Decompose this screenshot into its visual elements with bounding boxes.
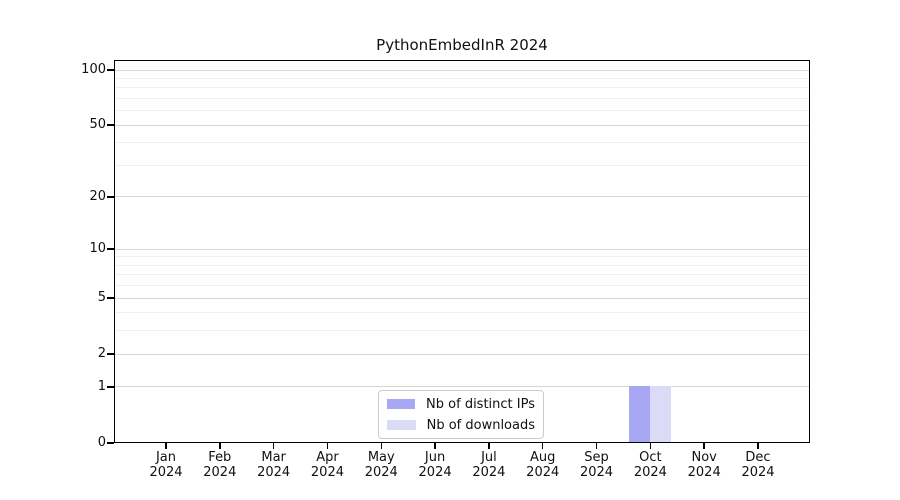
y-tick-label: 2 [97,346,106,362]
y-gridline-minor [115,330,809,332]
y-gridline-minor [115,87,809,89]
y-tick-mark [107,124,114,126]
y-tick-label: 50 [89,117,106,133]
x-tick-label: Jul 2024 [457,450,521,480]
x-tick-mark [380,443,383,449]
y-tick-label: 10 [89,241,106,257]
y-gridline-minor [115,110,809,112]
x-tick-mark [757,443,759,449]
x-tick-label: Jan 2024 [134,450,198,480]
legend-swatch-downloads-icon [387,420,416,430]
bar-nb-of-downloads [649,386,671,443]
x-tick-year: 2024 [741,465,775,480]
x-tick-year: 2024 [633,465,667,480]
x-tick-year: 2024 [203,465,237,480]
x-tick-mark [165,443,167,449]
y-tick-mark [107,442,114,444]
x-tick-month: Jun [424,450,446,465]
y-tick-mark [107,353,114,355]
x-tick-label: Feb 2024 [188,450,252,480]
x-tick-year: 2024 [364,465,398,480]
y-gridline-major [115,353,809,355]
y-tick-mark [107,386,114,388]
legend-label-distinct-ips: Nb of distinct IPs [426,396,535,412]
x-tick-month: Nov [691,450,717,465]
x-tick-year: 2024 [257,465,291,480]
x-tick-mark [272,443,275,449]
x-tick-mark [541,443,544,449]
y-gridline-major [115,386,809,388]
legend-item-downloads: Nb of downloads [387,416,535,434]
x-tick-month: Mar [261,450,286,465]
y-gridline-minor [115,142,809,144]
y-gridline-major [115,69,809,71]
y-tick-label: 20 [89,188,106,204]
x-tick-label: Jun 2024 [403,450,467,480]
bar-nb-of-distinct-ips [628,386,650,443]
y-tick-label: 1 [97,378,106,394]
x-tick-label: Dec 2024 [726,450,790,480]
x-tick-label: May 2024 [349,450,413,480]
x-tick-mark [219,443,221,449]
y-tick-mark [107,297,114,299]
x-tick-label: Sep 2024 [565,450,629,480]
x-tick-mark [434,443,436,449]
x-tick-year: 2024 [149,465,183,480]
x-tick-year: 2024 [310,465,344,480]
x-tick-mark [703,443,705,449]
x-tick-year: 2024 [472,465,506,480]
x-tick-month: May [367,450,395,465]
legend-item-distinct-ips: Nb of distinct IPs [387,395,535,413]
legend-label-downloads: Nb of downloads [426,417,535,433]
x-tick-year: 2024 [526,465,560,480]
y-gridline-minor [115,312,809,314]
x-tick-mark [326,443,329,449]
y-gridline-major [115,248,809,250]
x-tick-month: Apr [316,450,339,465]
y-gridline-minor [115,164,809,166]
y-gridline-minor [115,97,809,99]
y-tick-label: 0 [97,435,106,450]
x-tick-label: Aug 2024 [511,450,575,480]
x-tick-month: Feb [208,450,232,465]
legend: Nb of distinct IPs Nb of downloads [378,390,544,439]
y-tick-label: 100 [81,62,106,77]
y-gridline-minor [115,77,809,79]
y-gridline-minor [115,285,809,287]
x-tick-month: Sep [584,450,609,465]
x-tick-label: Apr 2024 [295,450,359,480]
chart-title: PythonEmbedInR 2024 [376,36,548,54]
x-tick-year: 2024 [687,465,721,480]
y-gridline-minor [115,256,809,258]
x-tick-label: Mar 2024 [242,450,306,480]
legend-swatch-distinct-ips-icon [387,399,416,409]
x-tick-month: Dec [745,450,771,465]
plot-area [114,60,810,443]
x-tick-mark [595,443,598,449]
y-tick-mark [107,248,114,250]
y-gridline-major [115,297,809,299]
x-tick-mark [649,443,652,449]
x-tick-label: Nov 2024 [672,450,736,480]
x-tick-month: Oct [639,450,662,465]
y-gridline-minor [115,274,809,276]
x-tick-month: Jul [481,450,497,465]
y-tick-mark [107,69,114,71]
y-gridline-minor [115,264,809,266]
x-tick-month: Jan [155,450,177,465]
y-tick-mark [107,196,114,198]
x-tick-year: 2024 [418,465,452,480]
y-gridline-major [115,196,809,198]
y-gridline-major [115,124,809,126]
y-tick-label: 5 [97,290,106,306]
x-tick-month: Aug [530,450,556,465]
x-tick-year: 2024 [579,465,614,480]
x-tick-label: Oct 2024 [618,450,682,480]
x-tick-mark [488,443,490,449]
